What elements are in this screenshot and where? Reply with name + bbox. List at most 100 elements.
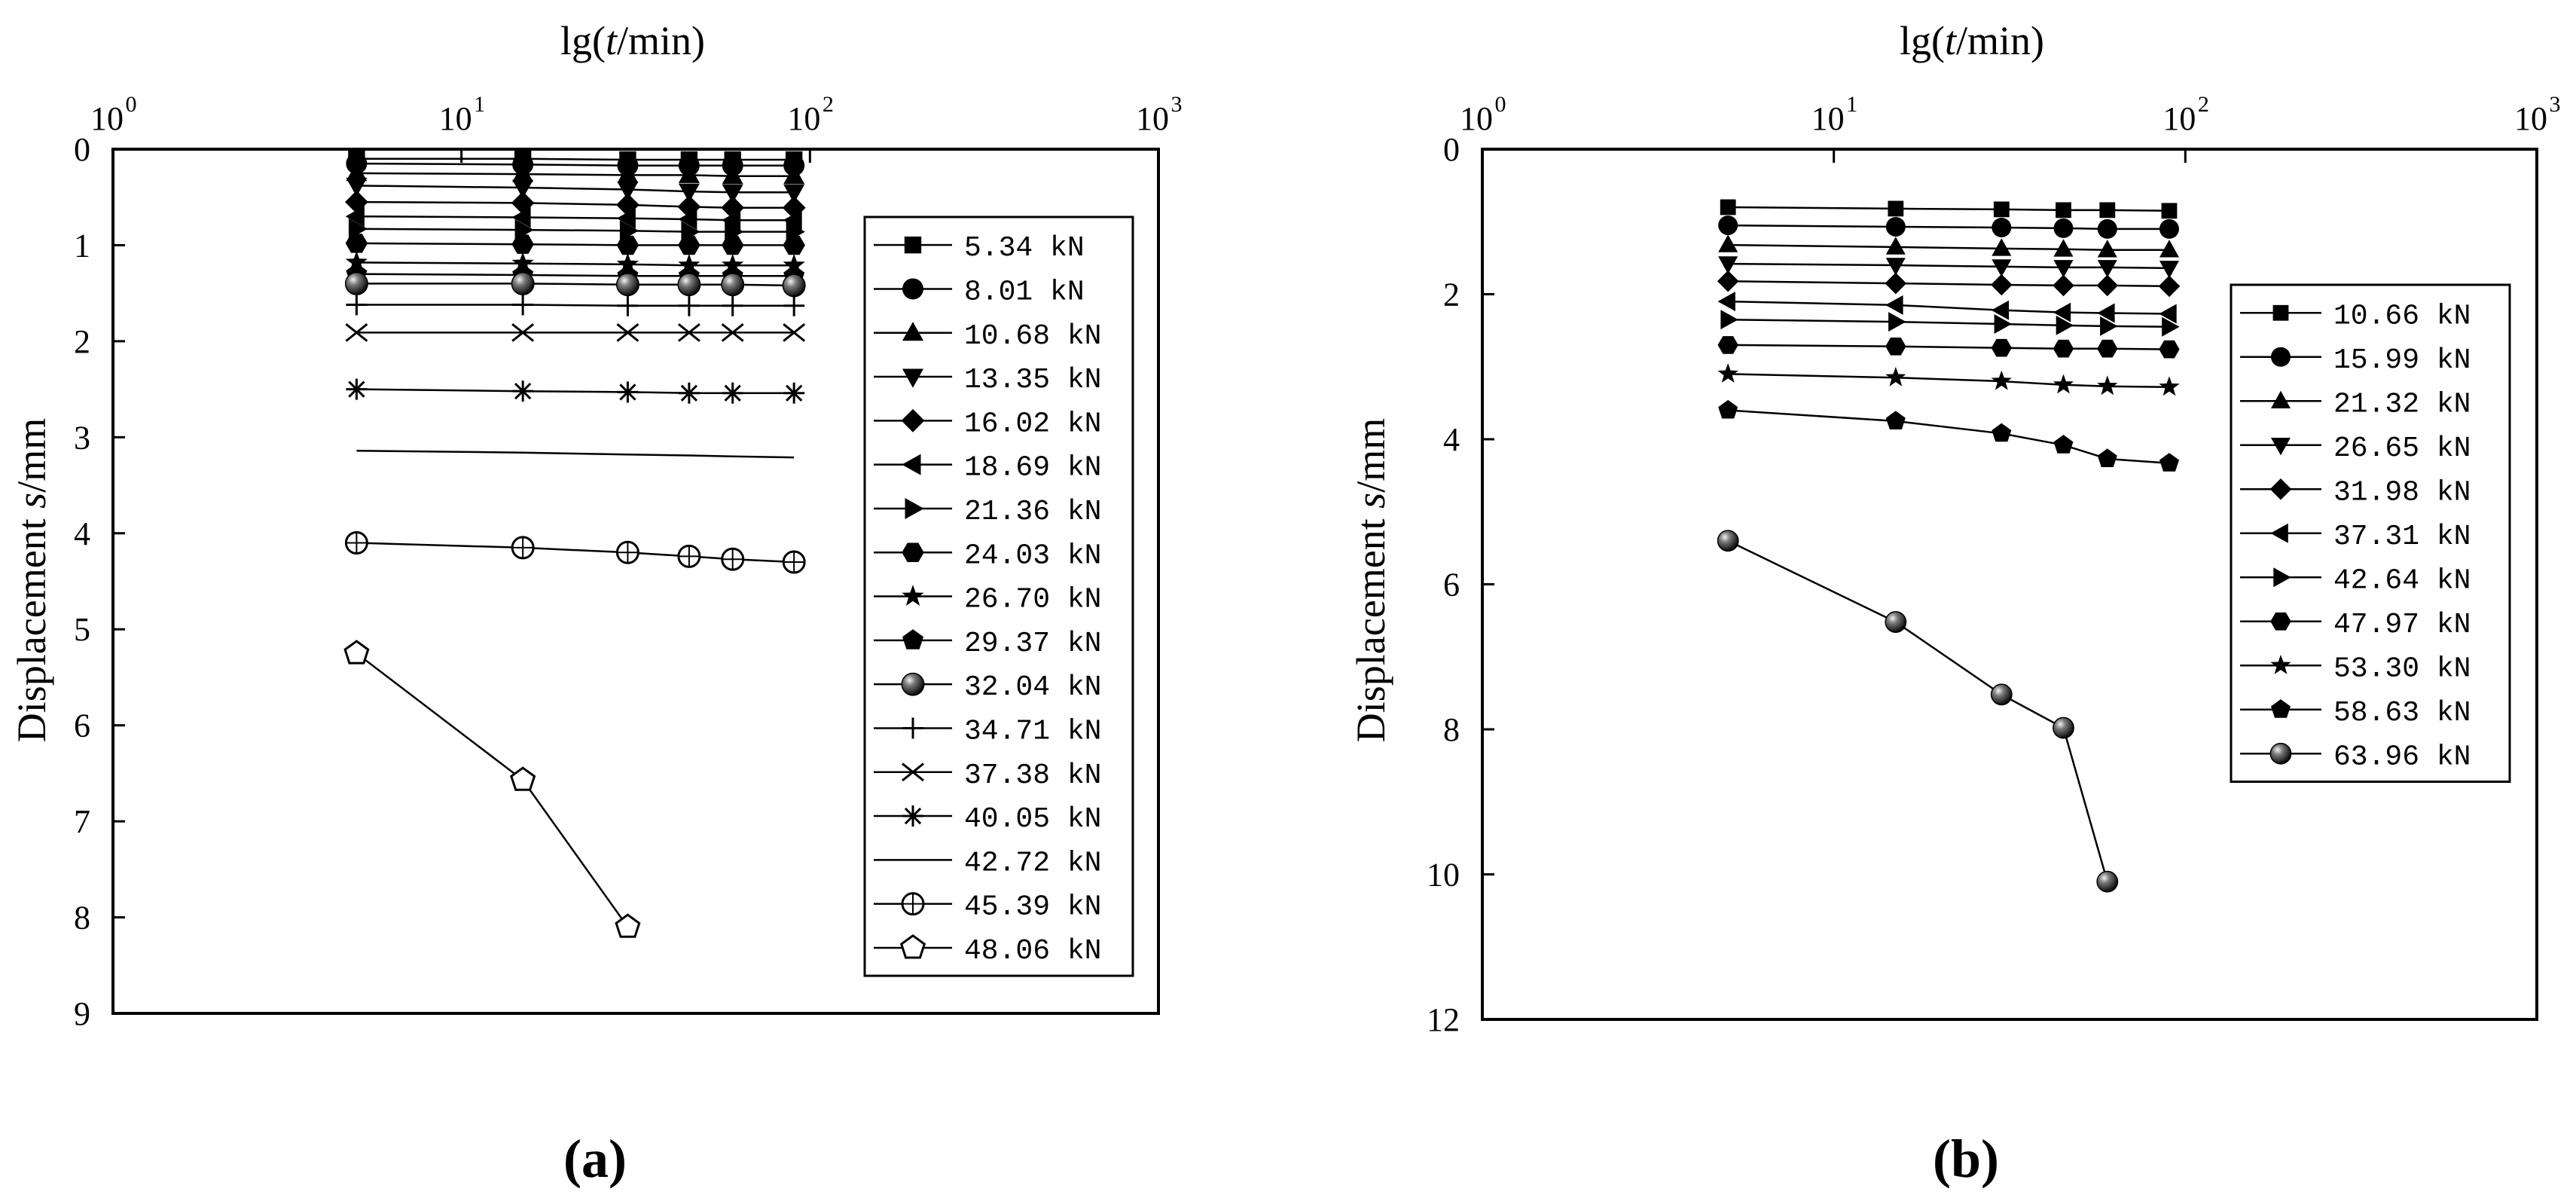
- legend-marker: [2270, 655, 2291, 674]
- data-point: [2053, 239, 2074, 257]
- data-point: [346, 294, 368, 316]
- series-13-35-kN: [346, 177, 805, 204]
- data-point: [2159, 261, 2179, 279]
- x-tick-label-exponent: 2: [823, 92, 834, 117]
- data-point: [1888, 312, 1906, 332]
- data-point: [678, 382, 700, 404]
- legend-label: 37.31 kN: [2333, 521, 2471, 553]
- data-point: [722, 165, 743, 185]
- data-point: [346, 177, 368, 197]
- data-point: [783, 323, 806, 342]
- legend-entry: 8.01 kN: [874, 276, 1085, 308]
- data-point: [1992, 238, 2012, 256]
- legend-marker: [902, 805, 923, 827]
- legend-marker: [2273, 567, 2291, 588]
- legend-entry: 48.06 kN: [874, 934, 1101, 967]
- series-line: [1728, 243, 2169, 252]
- data-point: [2097, 240, 2117, 258]
- x-tick-label: 10: [90, 100, 124, 137]
- data-point: [512, 380, 534, 402]
- data-point: [345, 251, 368, 272]
- legend-entry: 42.72 kN: [874, 847, 1101, 879]
- data-point: [1885, 611, 1907, 633]
- data-point: [616, 235, 639, 255]
- legend-entry: 31.98 kN: [2240, 476, 2471, 509]
- data-point: [511, 271, 535, 295]
- legend-entry: 13.35 kN: [874, 364, 1101, 396]
- y-tick-label: 12: [1427, 1001, 1460, 1038]
- chart-panel-b: lg(t/min) Displacement s/mm 10 0 10 1 10 2 10 3…: [1348, 18, 2561, 1189]
- data-point: [1885, 216, 1906, 237]
- data-point: [512, 163, 534, 182]
- data-point: [345, 323, 368, 342]
- x-tick-label-exponent: 3: [1171, 92, 1183, 117]
- series-26-65-kN: [1718, 256, 2179, 279]
- y-tick-label: 0: [1443, 131, 1460, 168]
- legend-label: 18.69 kN: [964, 452, 1101, 484]
- series-line: [356, 273, 795, 277]
- y-tick-label: 5: [74, 611, 90, 648]
- data-point: [1720, 310, 1738, 330]
- data-point: [616, 323, 639, 342]
- x-tick-label-exponent: 3: [2550, 92, 2561, 117]
- series-34-71-kN: [346, 294, 805, 316]
- data-point: [1717, 292, 1735, 312]
- legend-marker: [2272, 304, 2289, 321]
- x-tick-label: 10: [439, 100, 472, 137]
- chart-panel-a: lg(t/min) Displacement s/mm 10 0 10 1 10 2 10 3…: [9, 18, 1183, 1189]
- data-point: [1720, 199, 1736, 215]
- series-line: [1728, 206, 2170, 212]
- data-point: [2056, 202, 2071, 218]
- data-point: [783, 382, 805, 404]
- plot-area: [111, 148, 1160, 1015]
- series-37-38-kN: [345, 323, 806, 342]
- legend-label: 21.32 kN: [2333, 388, 2471, 420]
- series-37-31-kN: [1717, 292, 2177, 324]
- data-point: [2097, 448, 2117, 467]
- legend-marker: [902, 278, 923, 300]
- data-point: [1994, 314, 2012, 334]
- legend-entry: 21.36 kN: [874, 496, 1101, 528]
- data-point: [615, 913, 641, 938]
- data-point: [345, 190, 368, 214]
- data-point: [1885, 366, 1906, 387]
- legend-label: 15.99 kN: [2333, 344, 2471, 377]
- legend-entry: 24.03 kN: [874, 539, 1101, 572]
- legend-label: 42.72 kN: [964, 847, 1101, 879]
- data-point: [1885, 338, 1906, 356]
- x-tick-label: 10: [1460, 100, 1493, 137]
- legend-marker: [2271, 390, 2291, 408]
- series-line: [356, 215, 795, 222]
- data-point: [2053, 260, 2074, 278]
- y-axis-title: Displacement s/mm: [9, 418, 54, 742]
- data-point: [512, 179, 534, 199]
- data-point: [615, 540, 639, 564]
- legend-marker: [902, 717, 923, 739]
- data-point: [2053, 302, 2071, 322]
- legend-label: 8.01 kN: [964, 276, 1085, 308]
- legend-marker: [2270, 523, 2288, 543]
- legend-marker: [901, 672, 925, 696]
- data-point: [2159, 340, 2180, 359]
- data-point: [677, 273, 701, 297]
- data-point: [721, 323, 744, 342]
- data-point: [617, 163, 639, 183]
- legend-marker: [902, 542, 924, 562]
- legend-entry: 47.97 kN: [2240, 609, 2471, 641]
- data-point: [1991, 338, 2012, 357]
- legend-marker: [905, 498, 924, 519]
- data-point: [1885, 237, 1906, 255]
- data-point: [1885, 411, 1906, 429]
- data-point: [2056, 315, 2074, 335]
- legend-label: 26.65 kN: [2333, 432, 2471, 465]
- y-tick-label: 8: [74, 900, 90, 937]
- y-axis-title: Displacement s/mm: [1348, 418, 1393, 742]
- legend-label: 29.37 kN: [964, 628, 1101, 660]
- legend-entry: 58.63 kN: [2240, 697, 2471, 729]
- legend-label: 40.05 kN: [964, 803, 1101, 836]
- series-line: [1728, 344, 2170, 350]
- data-point: [344, 531, 368, 555]
- data-point: [721, 273, 745, 297]
- data-point: [2053, 717, 2074, 739]
- data-point: [1885, 258, 1906, 276]
